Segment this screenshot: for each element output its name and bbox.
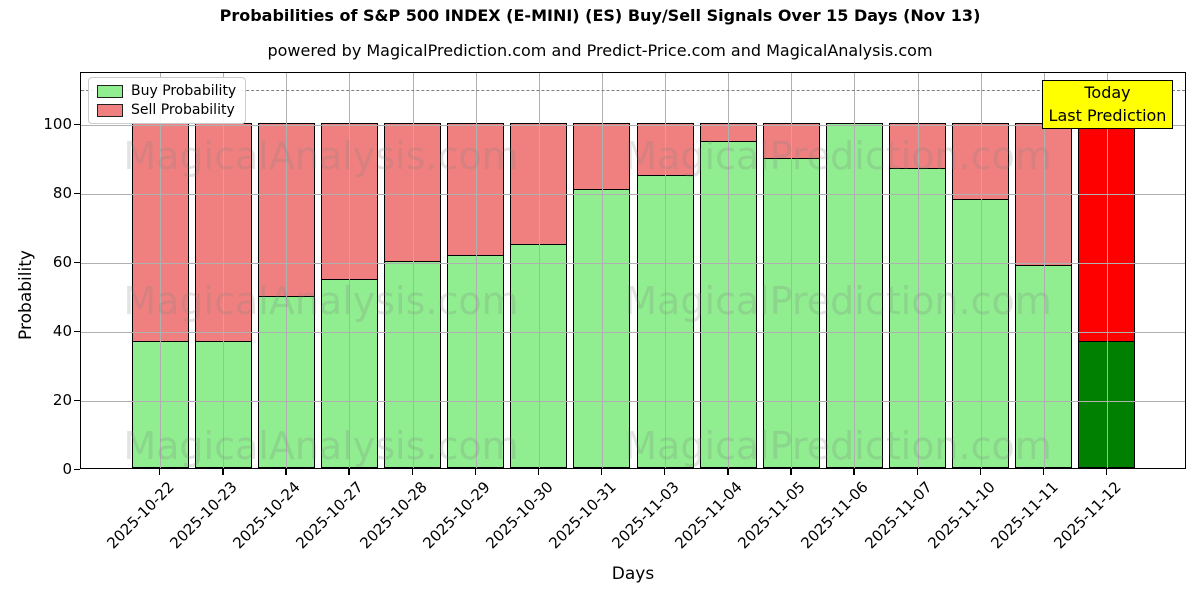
legend-item-sell: Sell Probability — [97, 102, 236, 118]
v-gridline — [223, 73, 225, 468]
legend: Buy Probability Sell Probability — [88, 77, 247, 124]
x-tick-mark — [411, 469, 413, 475]
chart-subtitle: powered by MagicalPrediction.com and Pre… — [267, 41, 933, 60]
x-tick-mark — [600, 469, 603, 475]
v-gridline — [665, 73, 667, 468]
x-tick-mark — [664, 469, 666, 475]
x-tick-label: 2025-10-23 — [166, 478, 241, 553]
x-tick-label: 2025-10-27 — [292, 478, 368, 553]
x-tick-mark — [285, 469, 287, 475]
x-tick-mark — [348, 469, 350, 475]
x-tick-mark — [474, 469, 477, 475]
x-tick-mark — [1042, 469, 1045, 475]
x-tick-label: 2025-11-06 — [797, 478, 873, 553]
v-gridline — [1106, 73, 1108, 468]
sell-swatch-icon — [97, 103, 123, 117]
y-tick-label: 60 — [52, 252, 72, 271]
legend-item-buy: Buy Probability — [97, 83, 236, 99]
x-tick-label: 2025-11-05 — [734, 478, 810, 553]
today-annotation: Today Last Prediction — [1042, 80, 1173, 129]
x-tick-mark — [1105, 469, 1108, 475]
x-tick-label: 2025-11-03 — [608, 478, 683, 553]
x-tick-mark — [537, 469, 540, 475]
dashed-threshold-line — [81, 90, 1185, 92]
annotation-line1: Today — [1084, 83, 1131, 102]
plot-area: Buy Probability Sell Probability Today L… — [80, 72, 1186, 469]
y-tick-label: 20 — [52, 390, 72, 409]
x-tick-label: 2025-10-22 — [103, 478, 178, 553]
x-tick-label: 2025-10-24 — [229, 478, 304, 553]
x-tick-label: 2025-11-10 — [924, 478, 999, 553]
v-gridline — [412, 73, 414, 468]
x-tick-label: 2025-10-28 — [355, 478, 431, 553]
watermark-text: MagicalPrediction.com — [624, 279, 1052, 323]
legend-label: Sell Probability — [131, 102, 235, 118]
v-gridline — [791, 73, 793, 468]
x-axis-label: Days — [611, 564, 655, 584]
watermark-text: MagicalAnalysis.com — [123, 279, 519, 323]
buy-swatch-icon — [97, 84, 123, 98]
h-gridline — [81, 262, 1185, 264]
watermark-text: MagicalAnalysis.com — [123, 134, 519, 178]
v-gridline — [917, 73, 919, 468]
x-tick-mark — [727, 469, 729, 475]
y-tick-label: 100 — [43, 114, 72, 133]
v-gridline — [160, 73, 161, 468]
watermark-text: MagicalAnalysis.com — [123, 424, 519, 468]
v-gridline — [601, 73, 603, 468]
annotation-line2: Last Prediction — [1048, 106, 1167, 125]
v-gridline — [854, 73, 856, 468]
y-tick-label: 0 — [62, 460, 72, 478]
x-tick-mark — [979, 469, 982, 475]
h-gridline — [81, 124, 1185, 126]
v-gridline — [980, 73, 982, 468]
y-tick-mark — [74, 399, 80, 402]
v-gridline — [286, 73, 288, 468]
x-tick-label: 2025-10-31 — [545, 478, 620, 553]
h-gridline — [81, 193, 1185, 195]
x-tick-mark — [916, 469, 918, 475]
x-tick-label: 2025-11-12 — [1050, 478, 1125, 553]
legend-label: Buy Probability — [131, 83, 237, 99]
y-tick-label: 40 — [52, 321, 72, 340]
watermark-text: MagicalPrediction.com — [624, 134, 1052, 178]
v-gridline — [475, 73, 477, 468]
x-tick-label: 2025-11-07 — [860, 478, 936, 553]
v-gridline — [349, 73, 351, 468]
h-gridline — [81, 331, 1185, 333]
y-tick-mark — [74, 469, 80, 471]
y-tick-label: 80 — [52, 183, 72, 202]
x-tick-mark — [853, 469, 855, 475]
x-tick-label: 2025-11-11 — [987, 478, 1062, 553]
v-gridline — [1043, 73, 1045, 468]
watermark-text: MagicalPrediction.com — [624, 424, 1052, 468]
x-tick-mark — [222, 469, 224, 475]
y-tick-mark — [74, 261, 80, 264]
y-tick-mark — [74, 330, 80, 333]
v-gridline — [538, 73, 540, 468]
x-tick-label: 2025-11-04 — [671, 478, 746, 553]
x-tick-label: 2025-10-29 — [419, 478, 494, 553]
v-gridline — [728, 73, 730, 468]
y-tick-mark — [74, 123, 80, 126]
h-gridline — [81, 400, 1185, 402]
x-tick-mark — [159, 469, 161, 475]
y-tick-mark — [74, 192, 80, 195]
x-tick-mark — [790, 469, 792, 475]
y-axis-label: Probability — [16, 250, 36, 340]
x-tick-label: 2025-10-30 — [482, 478, 557, 553]
chart-title: Probabilities of S&P 500 INDEX (E-MINI) … — [219, 6, 981, 25]
